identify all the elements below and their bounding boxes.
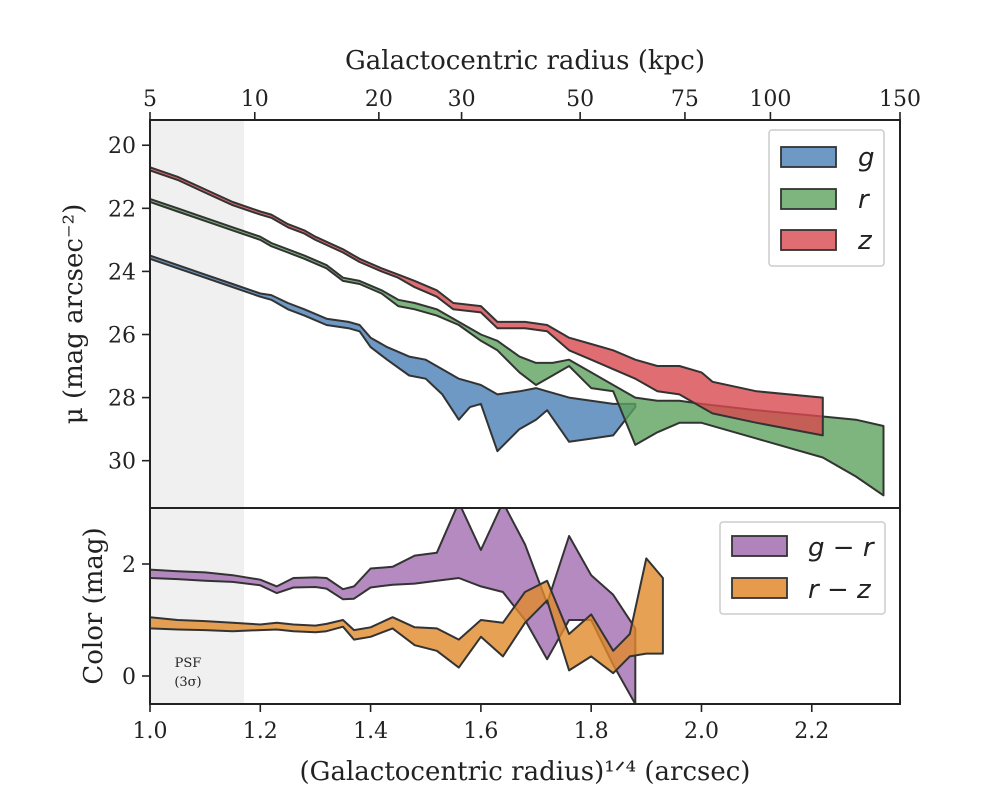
kpc-tick-label: 20 [365,87,393,112]
kpc-tick-label: 100 [749,87,791,112]
bottom-x-tick-label: 1.2 [243,719,278,744]
kpc-tick-label: 30 [448,87,476,112]
bottom-y-tick-label: 2 [122,553,136,578]
kpc-tick-label: 10 [241,87,269,112]
legend-label-g: g [858,143,875,173]
bottom-y-tick-label: 0 [122,665,136,690]
band-surface-brightness-r [150,197,885,497]
kpc-tick-label: 5 [143,87,157,112]
top-kpc-ticks: 5 10 20 30 50 75 100 150 [143,87,921,120]
bottom-x-tick-label: 2.0 [684,719,719,744]
bottom-x-ticks: 1.0 1.2 1.4 1.6 1.8 2.0 2.2 [133,704,829,744]
top-y-tick-label: 24 [108,260,136,285]
top-y-axis-title: μ (mag arcsec⁻²) [59,204,89,424]
legend-label-z: z [857,226,873,256]
bottom-panel-frame [149,507,901,705]
legend-swatch-g-r [731,535,788,557]
top-series-group [150,166,885,497]
top-y-tick-label: 26 [108,324,136,349]
bottom-x-tick-label: 1.4 [353,719,388,744]
band-color-g-r [150,508,637,704]
bottom-y-axis-title: Color (mag) [79,527,109,684]
bottom-x-tick-label: 1.6 [463,719,498,744]
band-color-r-z [150,557,664,675]
psf-region-top [150,120,244,508]
legend-swatch-r-z [731,577,788,599]
top-y-tick-label: 30 [108,450,136,475]
top-y-ticks: 20 22 24 26 28 30 [108,134,150,475]
psf-label-line2: (3σ) [174,675,201,690]
bottom-legend: g − r r − z [719,521,886,615]
bottom-y-ticks: 02 [122,553,150,690]
bottom-x-tick-label: 1.0 [133,719,168,744]
psf-label-line1: PSF [175,656,202,671]
bottom-x-axis-title: (Galactocentric radius)¹ᐟ⁴ (arcsec) [300,757,751,787]
top-y-tick-label: 22 [108,197,136,222]
legend-swatch-r [780,188,837,210]
legend-label-g-r: g − r [808,533,876,563]
legend-swatch-g [780,146,837,168]
legend-label-r-z: r − z [808,575,872,605]
bottom-panel: 02 1.0 1.2 1.4 1.6 1.8 2.0 2.2 PSF (3σ) (Galac… [79,507,901,787]
legend-swatch-z [780,229,837,251]
bottom-x-tick-label: 1.8 [574,719,609,744]
legend-label-r: r [858,185,871,215]
bottom-x-tick-label: 2.2 [794,719,829,744]
kpc-tick-label: 150 [879,87,921,112]
bottom-series-group [150,508,664,704]
top-x-axis-title: Galactocentric radius (kpc) [345,46,705,76]
top-legend: g r z [768,129,885,267]
kpc-tick-label: 75 [671,87,699,112]
band-surface-brightness-z [150,166,824,437]
kpc-tick-label: 50 [566,87,594,112]
top-y-tick-label: 20 [108,134,136,159]
psf-region-bottom [150,508,244,704]
top-panel: 20 22 24 26 28 30 5 10 20 30 50 75 100 150 Galactoce… [59,46,921,509]
top-y-tick-label: 28 [108,387,136,412]
